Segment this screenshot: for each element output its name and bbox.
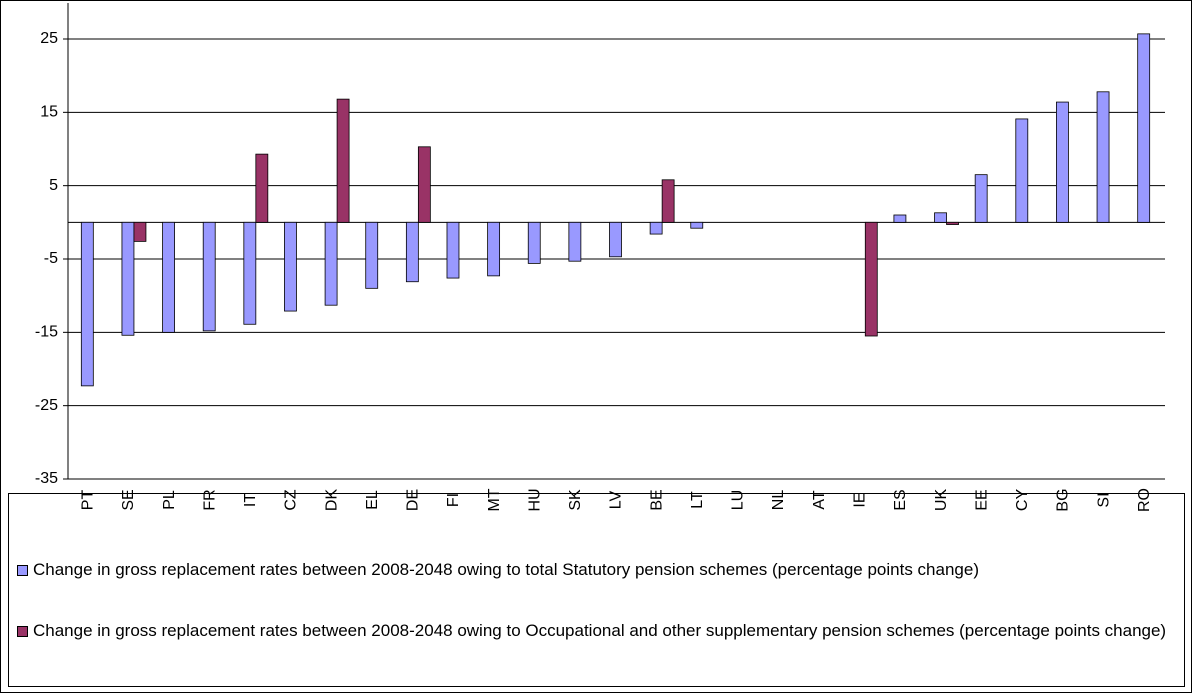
x-tick-label: DE bbox=[405, 489, 422, 511]
legend-swatch bbox=[17, 626, 28, 637]
legend-swatch bbox=[17, 565, 28, 576]
bar bbox=[609, 221, 622, 258]
x-tick-label: CZ bbox=[283, 489, 300, 511]
bar bbox=[864, 221, 878, 337]
bar bbox=[661, 179, 675, 223]
x-tick-label: IE bbox=[851, 492, 868, 507]
legend-entry: Change in gross replacement rates betwee… bbox=[17, 558, 1180, 582]
legend: Change in gross replacement rates betwee… bbox=[8, 493, 1185, 687]
bar bbox=[284, 221, 297, 312]
y-tick-label: -25 bbox=[35, 397, 58, 414]
bar bbox=[1056, 101, 1069, 223]
bar bbox=[121, 221, 135, 336]
x-tick-label: BG bbox=[1055, 488, 1072, 511]
x-tick-label: FI bbox=[445, 493, 462, 507]
x-tick-label: IT bbox=[242, 493, 259, 507]
x-tick-label: SK bbox=[567, 489, 584, 511]
x-tick-label: SI bbox=[1095, 492, 1112, 507]
bar bbox=[133, 221, 147, 242]
bar bbox=[324, 221, 338, 306]
legend-label: Change in gross replacement rates betwee… bbox=[33, 621, 1167, 640]
x-tick-label: RO bbox=[1136, 488, 1153, 512]
bar bbox=[336, 98, 350, 223]
x-tick-label: EE bbox=[973, 489, 990, 510]
bar bbox=[162, 221, 175, 333]
bar bbox=[934, 212, 947, 223]
bar bbox=[946, 221, 959, 225]
bar bbox=[365, 221, 379, 289]
y-tick-label: -35 bbox=[35, 470, 58, 487]
y-tick-label: 5 bbox=[49, 177, 58, 194]
legend-label: Change in gross replacement rates betwee… bbox=[33, 560, 979, 579]
bar bbox=[527, 221, 541, 264]
bar bbox=[893, 214, 907, 223]
bar bbox=[405, 221, 419, 283]
bar bbox=[1137, 33, 1151, 223]
bar bbox=[974, 174, 988, 223]
bar bbox=[255, 153, 269, 223]
x-tick-label: DK bbox=[323, 489, 340, 512]
bar bbox=[243, 221, 257, 325]
x-tick-label: FR bbox=[201, 489, 218, 510]
x-tick-label: LT bbox=[689, 491, 706, 509]
x-tick-label: CY bbox=[1014, 489, 1031, 512]
bar bbox=[446, 221, 460, 279]
x-tick-label: PL bbox=[161, 490, 178, 510]
bar bbox=[568, 221, 582, 262]
x-tick-label: LU bbox=[730, 490, 747, 510]
x-tick-label: ES bbox=[892, 489, 909, 510]
x-tick-label: NL bbox=[770, 490, 787, 511]
legend-entry: Change in gross replacement rates betwee… bbox=[17, 619, 1180, 643]
bar bbox=[80, 221, 94, 387]
bar bbox=[202, 221, 216, 332]
bar bbox=[487, 221, 501, 277]
x-tick-label: AT bbox=[811, 490, 828, 509]
x-tick-label: UK bbox=[933, 489, 950, 512]
y-tick-label: 25 bbox=[40, 30, 58, 47]
bar bbox=[1015, 118, 1029, 223]
x-tick-label: HU bbox=[526, 488, 543, 511]
bar bbox=[690, 221, 704, 229]
x-tick-label: LV bbox=[608, 490, 625, 509]
bar bbox=[417, 146, 431, 223]
y-tick-label: -5 bbox=[44, 250, 58, 267]
x-tick-label: SE bbox=[120, 489, 137, 510]
x-tick-label: EL bbox=[364, 490, 381, 510]
y-tick-label: -15 bbox=[35, 324, 58, 341]
x-tick-label: PT bbox=[80, 490, 97, 511]
y-tick-label: 15 bbox=[40, 104, 58, 121]
bar bbox=[1096, 91, 1110, 223]
x-tick-label: MT bbox=[486, 488, 503, 511]
x-tick-label: BE bbox=[648, 489, 665, 510]
bar bbox=[649, 221, 663, 235]
